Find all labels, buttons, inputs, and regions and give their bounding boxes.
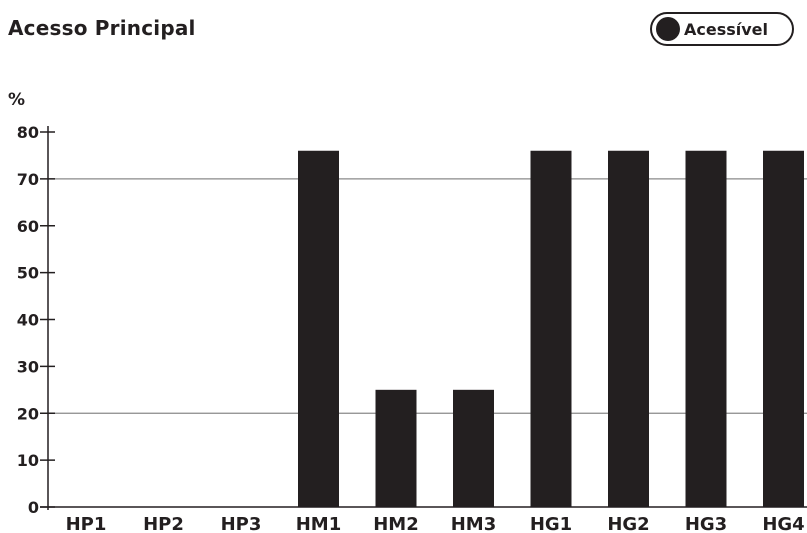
x-tick-label: HM2 xyxy=(373,514,419,533)
y-tick-label: 0 xyxy=(28,498,39,517)
page-title: Acesso Principal xyxy=(8,16,196,40)
grid-layer xyxy=(48,178,807,414)
bar-hm2 xyxy=(375,389,417,507)
y-axis-label: % xyxy=(8,90,26,110)
bar-hm3 xyxy=(453,389,494,507)
x-tick-label: HG4 xyxy=(762,514,804,533)
bar-hg1 xyxy=(530,150,572,507)
bar-hg4 xyxy=(763,150,804,507)
y-tick-label: 20 xyxy=(17,404,39,423)
x-tick-label: HM1 xyxy=(296,514,342,533)
y-tick-label: 60 xyxy=(17,217,39,236)
x-tick-label: HP2 xyxy=(143,514,184,533)
x-tick-label: HM3 xyxy=(451,514,497,533)
x-tick-label: HP1 xyxy=(66,514,107,533)
y-tick-label: 10 xyxy=(17,451,39,470)
bar-hg3 xyxy=(685,150,727,507)
bar-hm1 xyxy=(298,150,339,507)
y-tick-label: 80 xyxy=(17,123,39,142)
y-tick-label: 30 xyxy=(17,357,39,376)
accessible-badge[interactable]: Acessível xyxy=(650,12,794,46)
x-tick-label: HP3 xyxy=(221,514,262,533)
axis-layer: 0 10 20 30 40 50 60 70 80 HP1 HP2 HP3 HM1 HM2 HM3 HG1 HG… xyxy=(17,123,807,533)
y-tick-label: 50 xyxy=(17,264,39,283)
x-tick-label: HG3 xyxy=(685,514,727,533)
x-tick-label: HG2 xyxy=(607,514,649,533)
x-tick-label: HG1 xyxy=(530,514,572,533)
y-tick-label: 40 xyxy=(17,311,39,330)
bar-hg2 xyxy=(608,150,649,507)
status-dot-icon xyxy=(656,17,680,41)
y-tick-label: 70 xyxy=(17,170,39,189)
badge-label: Acessível xyxy=(684,19,769,39)
bar-layer xyxy=(298,150,804,507)
